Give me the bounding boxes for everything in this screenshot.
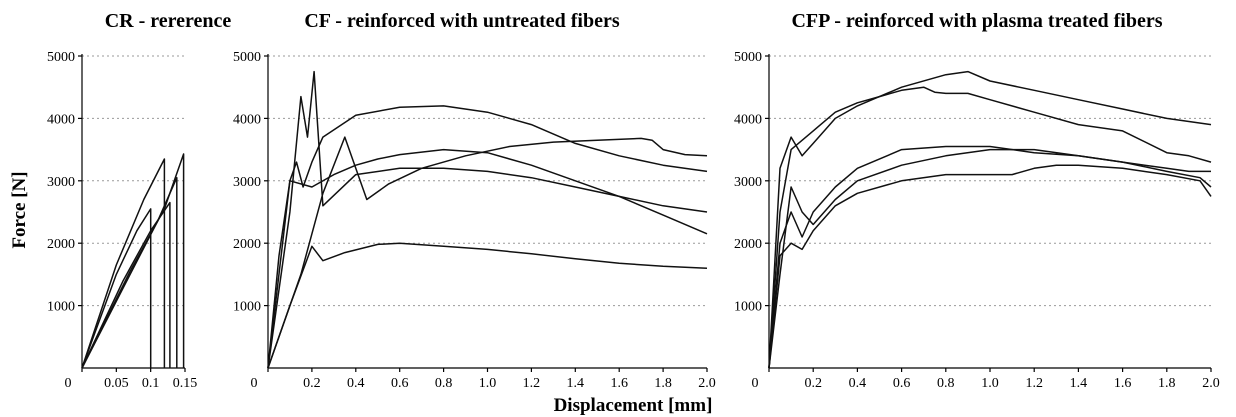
y-tick-label: 3000	[734, 175, 762, 190]
y-tick-label: 5000	[233, 50, 261, 65]
y-tick-label: 1000	[734, 300, 762, 315]
y-tick-label: 5000	[47, 50, 75, 65]
x-tick-label: 0.8	[435, 376, 453, 391]
y-tick-label: 4000	[734, 112, 762, 127]
x-tick-label: 0.4	[849, 376, 867, 391]
x-tick-label: 1.2	[523, 376, 541, 391]
x-tick-label: 2.0	[1202, 376, 1220, 391]
x-tick-label: 1.4	[567, 376, 585, 391]
y-tick-label: 3000	[47, 175, 75, 190]
x-tick-label: 0.2	[303, 376, 321, 391]
y-tick-label: 4000	[233, 112, 261, 127]
x-tick-label: 2.0	[698, 376, 716, 391]
chart-panel-3: 1000 2000 3000 4000 5000 0 0.2 0.4 0.6 0.8 1.0 1.2 1…	[734, 10, 1220, 391]
x-tick-label: 1.6	[610, 376, 628, 391]
x-tick-label: 0.2	[804, 376, 822, 391]
series-line-2	[267, 105, 708, 369]
series-line-2	[768, 86, 1212, 369]
series-line-4	[768, 148, 1212, 369]
x-tick-label: 0	[251, 376, 258, 391]
series-line-3	[81, 201, 171, 369]
series-line-5	[81, 153, 185, 369]
x-tick-label: 0.6	[391, 376, 409, 391]
series-line-5	[267, 242, 708, 369]
x-tick-label: 1.8	[1158, 376, 1176, 391]
y-tick-label: 2000	[734, 237, 762, 252]
series-line-2	[81, 158, 166, 369]
chart-title: CR - rererence	[105, 10, 232, 32]
chart-panel-2: 1000 2000 3000 4000 5000 0 0.2 0.4 0.6 0.8 1.0 1.2 1…	[233, 10, 716, 391]
x-tick-label: 1.0	[981, 376, 999, 391]
x-tick-label: 0.1	[142, 376, 160, 391]
chart-panels: 1000 2000 3000 4000 5000 0 0.05 0.1 0.15 CR - rer…	[47, 10, 1220, 391]
x-tick-label: 0	[65, 376, 72, 391]
x-axis-label: Displacement [mm]	[554, 395, 713, 416]
series-line-1	[267, 70, 708, 369]
y-axis-label: Force [N]	[9, 171, 30, 248]
series-line-3	[768, 145, 1211, 369]
x-tick-label: 1.2	[1025, 376, 1043, 391]
chart-title: CFP - reinforced with plasma treated fib…	[791, 10, 1162, 32]
series-line-1	[81, 208, 152, 369]
y-tick-label: 2000	[233, 237, 261, 252]
x-tick-label: 0.05	[104, 376, 129, 391]
y-tick-label: 2000	[47, 237, 75, 252]
series-line-5	[768, 164, 1212, 369]
series-line-4	[267, 148, 708, 369]
x-tick-label: 1.6	[1114, 376, 1132, 391]
y-tick-label: 4000	[47, 112, 75, 127]
x-tick-label: 0	[752, 376, 759, 391]
x-tick-label: 1.0	[479, 376, 497, 391]
y-tick-label: 1000	[47, 300, 75, 315]
chart-title: CF - reinforced with untreated fibers	[304, 10, 620, 32]
y-tick-label: 3000	[233, 175, 261, 190]
x-tick-label: 0.6	[893, 376, 911, 391]
series-line-1	[768, 70, 1212, 369]
x-tick-label: 1.8	[654, 376, 672, 391]
y-tick-label: 1000	[233, 300, 261, 315]
y-tick-label: 5000	[734, 50, 762, 65]
x-tick-label: 0.15	[173, 376, 198, 391]
x-tick-label: 0.8	[937, 376, 955, 391]
chart-panel-1: 1000 2000 3000 4000 5000 0 0.05 0.1 0.15 CR - rer…	[47, 10, 231, 391]
x-tick-label: 1.4	[1070, 376, 1088, 391]
series-line-3	[267, 136, 708, 369]
x-tick-label: 0.4	[347, 376, 365, 391]
